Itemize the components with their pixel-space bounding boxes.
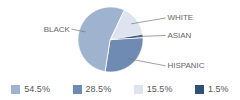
svg-text:WHITE: WHITE [167,13,193,22]
html-text:54.5%: 54.5% [24,84,50,94]
html-text:28.5%: 28.5% [85,84,112,94]
svg-text:ASIAN: ASIAN [167,31,191,40]
html-text:1.5%: 1.5% [208,84,229,94]
html-text:15.5%: 15.5% [146,84,173,94]
svg-text:HISPANIC: HISPANIC [167,61,204,70]
svg-text:BLACK: BLACK [44,25,71,34]
